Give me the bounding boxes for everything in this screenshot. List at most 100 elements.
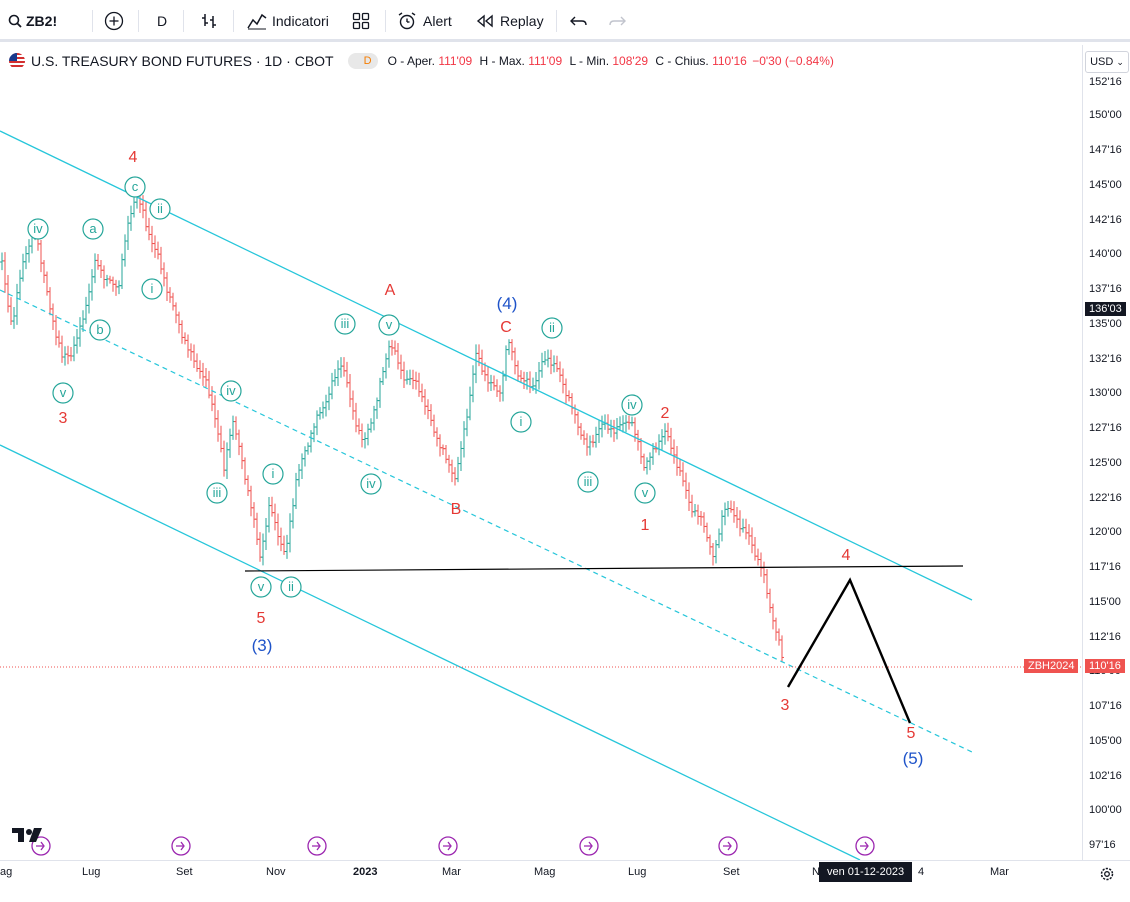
projection-path[interactable] xyxy=(786,577,912,724)
event-icon[interactable] xyxy=(718,836,738,856)
circled-wave-label[interactable]: i xyxy=(141,278,163,300)
wave-label[interactable]: 5 xyxy=(257,610,266,627)
circled-wave-label[interactable]: i xyxy=(510,411,532,433)
price-bar xyxy=(273,503,277,531)
circled-wave-label[interactable]: v xyxy=(52,382,74,404)
event-icon[interactable] xyxy=(855,836,875,856)
redo-button[interactable] xyxy=(608,0,626,42)
replay-button[interactable]: Replay xyxy=(476,0,544,42)
price-tick-label: 107'16 xyxy=(1089,700,1122,712)
circled-wave-label[interactable]: i xyxy=(262,463,284,485)
tradingview-logo[interactable] xyxy=(12,828,44,844)
event-icon[interactable] xyxy=(579,836,599,856)
wave-label[interactable]: (4) xyxy=(497,294,518,313)
circled-wave-label[interactable]: iv xyxy=(621,394,643,416)
price-bar xyxy=(444,445,448,464)
price-bar xyxy=(231,415,235,440)
close-value: 110'16 xyxy=(712,54,747,68)
channel-lower-line[interactable] xyxy=(0,444,861,860)
price-bar xyxy=(753,537,757,561)
price-bar xyxy=(432,414,436,437)
price-bar xyxy=(447,454,451,473)
price-bar xyxy=(336,360,340,387)
price-bar xyxy=(186,334,190,358)
price-bar xyxy=(621,415,625,433)
circled-wave-label[interactable]: c xyxy=(124,176,146,198)
event-icon[interactable] xyxy=(307,836,327,856)
time-axis[interactable]: ag Lug Set Nov 2023 Mar Mag Lug Set N 4 Mar xyxy=(0,860,1130,902)
wave-label[interactable]: B xyxy=(451,501,462,518)
chart-style-button[interactable] xyxy=(200,0,218,42)
circled-wave-label[interactable]: v xyxy=(250,576,272,598)
alert-button[interactable]: Alert xyxy=(397,0,452,42)
circled-wave-label[interactable]: iii xyxy=(206,482,228,504)
circled-wave-label[interactable]: v xyxy=(378,314,400,336)
channel-upper-line[interactable] xyxy=(0,130,973,601)
price-bar xyxy=(699,510,703,526)
price-bar xyxy=(765,569,769,599)
price-bar xyxy=(378,377,382,408)
price-scale[interactable] xyxy=(1082,45,1130,860)
circled-wave-label[interactable]: ii xyxy=(541,317,563,339)
symbol-search[interactable]: ZB2! xyxy=(8,0,57,42)
bar-style-icon xyxy=(202,14,216,28)
price-bar xyxy=(264,517,268,551)
price-bar xyxy=(54,315,58,346)
circled-wave-label[interactable]: iii xyxy=(577,471,599,493)
event-icon[interactable] xyxy=(31,836,51,856)
price-bar xyxy=(252,502,256,528)
price-bar xyxy=(738,510,742,537)
undo-button[interactable] xyxy=(570,0,588,42)
wave-label[interactable]: 4 xyxy=(842,547,851,564)
event-icon[interactable] xyxy=(171,836,191,856)
compare-button[interactable] xyxy=(104,0,124,42)
circled-wave-label[interactable]: iv xyxy=(27,218,49,240)
price-tick-label: 102'16 xyxy=(1089,770,1122,782)
price-bar xyxy=(744,518,748,540)
circled-wave-label[interactable]: ii xyxy=(280,576,302,598)
price-bar xyxy=(474,344,478,384)
circled-wave-label[interactable]: v xyxy=(634,482,656,504)
wave-label[interactable]: 5 xyxy=(907,725,916,742)
wave-label[interactable]: 1 xyxy=(641,517,650,534)
price-tick-label: 130'00 xyxy=(1089,387,1122,399)
price-bar xyxy=(210,386,214,412)
price-bar xyxy=(666,422,670,442)
circled-wave-label[interactable]: b xyxy=(89,319,111,341)
price-bar xyxy=(297,463,301,487)
wave-label[interactable]: A xyxy=(385,282,396,299)
price-bar xyxy=(300,453,304,480)
currency-selector[interactable]: USD ⌄ xyxy=(1085,51,1129,73)
interval-button[interactable]: D xyxy=(157,13,168,29)
circled-wave-label[interactable]: a xyxy=(82,218,104,240)
circled-wave-label[interactable]: iii xyxy=(334,313,356,335)
price-bar xyxy=(162,262,166,287)
svg-text:a: a xyxy=(89,221,97,236)
svg-text:v: v xyxy=(642,485,649,500)
wave-label[interactable]: 2 xyxy=(661,405,670,422)
wave-label[interactable]: 4 xyxy=(129,149,138,166)
circled-wave-label[interactable]: ii xyxy=(149,198,171,220)
settings-icon[interactable] xyxy=(1099,866,1115,882)
price-bar xyxy=(342,357,346,377)
svg-text:v: v xyxy=(386,317,393,332)
wave-label[interactable]: (3) xyxy=(252,636,273,655)
event-icon[interactable] xyxy=(438,836,458,856)
circled-wave-label[interactable]: iv xyxy=(360,473,382,495)
wave-label[interactable]: (5) xyxy=(903,749,924,768)
wave-label[interactable]: 3 xyxy=(781,697,790,714)
svg-text:v: v xyxy=(258,579,265,594)
circled-wave-label[interactable]: iv xyxy=(220,380,242,402)
support-line[interactable] xyxy=(244,565,964,572)
indicators-button[interactable]: Indicatori xyxy=(247,0,329,42)
layout-button[interactable] xyxy=(352,0,370,42)
price-bar xyxy=(555,355,559,372)
price-bar xyxy=(579,423,583,440)
price-bar xyxy=(222,440,226,477)
symbol-title[interactable]: U.S. TREASURY BOND FUTURES · 1D · CBOT xyxy=(31,53,334,69)
price-bar xyxy=(102,265,106,289)
wave-label[interactable]: C xyxy=(500,319,512,336)
wave-label[interactable]: 3 xyxy=(59,410,68,427)
channel-median-line[interactable] xyxy=(0,289,973,753)
